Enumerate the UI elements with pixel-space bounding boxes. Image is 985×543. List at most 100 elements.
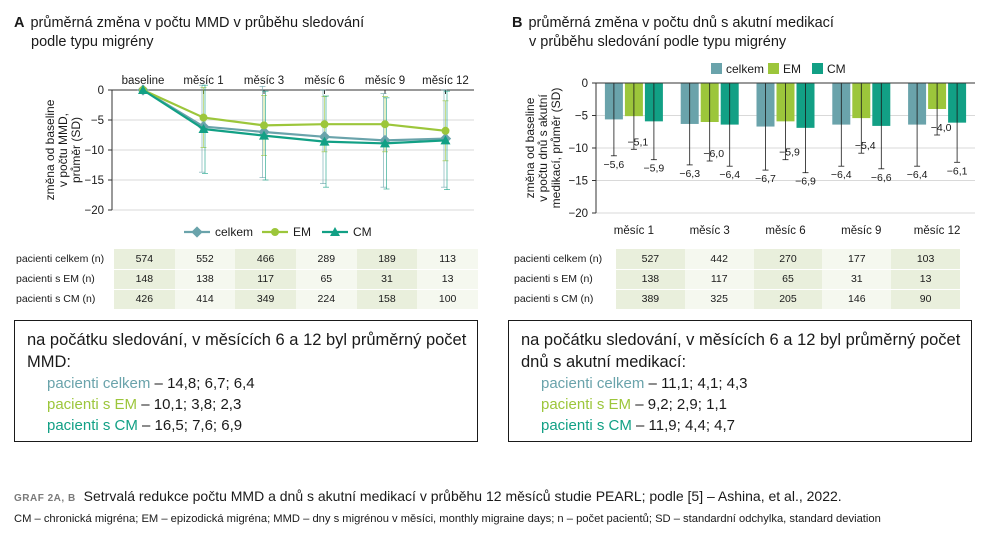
- table-row: pacienti s EM (n) 148 138 117 65 31 13: [14, 269, 478, 290]
- panel-a-title-line2: podle typu migrény: [31, 34, 154, 50]
- row-label: pacienti s EM (n): [512, 269, 616, 290]
- table-cell: 389: [616, 289, 685, 310]
- data-label-celkem: −6,4: [907, 169, 928, 181]
- note-a-line-em: pacienti s EM – 10,1; 3,8; 2,3: [47, 396, 242, 413]
- point-em: [199, 113, 208, 122]
- note-a-line-celkem: pacienti celkem – 14,8; 6,7; 6,4: [47, 375, 255, 392]
- table-cell: 65: [753, 269, 823, 290]
- point-cm: [138, 85, 148, 94]
- point-em: [381, 120, 389, 129]
- point-em: [441, 126, 450, 135]
- table-cell: 224: [295, 289, 357, 310]
- table-cell: 574: [114, 249, 175, 270]
- legend-swatch-cm: [812, 63, 823, 74]
- legend-label-cm: CM: [827, 62, 846, 76]
- panel-a-letter: A: [14, 15, 25, 31]
- table-cell: 158: [356, 289, 418, 310]
- note-b-line-cm: pacienti s CM – 11,9; 4,4; 4,7: [541, 417, 736, 434]
- data-label-celkem: −6,4: [831, 169, 852, 181]
- y-tick-label: 0: [98, 85, 104, 97]
- table-cell: 289: [295, 249, 357, 270]
- point-cm: [440, 135, 451, 145]
- data-label-em: −6,0: [703, 148, 724, 160]
- row-label: pacienti s EM (n): [14, 269, 114, 290]
- table-cell: 442: [684, 249, 754, 270]
- legend-swatch-celkem: [711, 63, 722, 74]
- panel-b-title-line1: průměrná změna v počtu dnů s akutní medi…: [528, 15, 834, 31]
- y-tick-label: −20: [84, 205, 104, 217]
- point-cm: [198, 124, 209, 133]
- legend-label-celkem: celkem: [726, 62, 764, 76]
- table-b-patients: pacienti celkem (n) 527 442 270 177 103 pacien…: [512, 249, 960, 310]
- figure-caption: GRAF 2A, B Setrvalá redukce počtu MMD a d…: [14, 488, 842, 504]
- panel-a-title-line1: průměrná změna v počtu MMD v průběhu sle…: [30, 15, 365, 31]
- table-row: pacienti s EM (n) 138 117 65 31 13: [512, 269, 960, 290]
- table-cell: 527: [616, 249, 685, 270]
- y-axis-label-line: změna od baseline: [43, 99, 57, 200]
- table-cell: 414: [174, 289, 236, 310]
- data-label-em: −4,0: [931, 122, 952, 134]
- data-label-celkem: −5,6: [604, 159, 625, 171]
- data-label-celkem: −6,7: [755, 173, 776, 185]
- legend-swatch-em: [768, 63, 779, 74]
- point-em: [320, 120, 329, 129]
- legend-marker-celkem: [191, 226, 203, 238]
- panel-b-title-line2: v průběhu sledování podle typu migrény: [529, 34, 787, 50]
- panel-b-letter: B: [512, 15, 523, 31]
- x-tick-label: baseline: [122, 75, 165, 87]
- y-tick-label: −15: [84, 175, 104, 187]
- figure-tag: GRAF 2A, B: [14, 493, 76, 504]
- table-cell: 177: [822, 249, 892, 270]
- note-a-heading: na počátku sledování, v měsících 6 a 12 …: [27, 331, 467, 371]
- y-axis-label: změna od baselinev počtu dnů s akutnímed…: [523, 88, 563, 209]
- y-tick-label: −10: [84, 145, 104, 157]
- table-cell: 138: [174, 269, 236, 290]
- x-tick-label: měsíc 9: [365, 75, 405, 87]
- point-em: [260, 121, 268, 130]
- y-tick-label: −10: [568, 143, 588, 155]
- table-cell: 325: [684, 289, 754, 310]
- y-axis-label-line: medikací, průměr (SD): [549, 88, 563, 209]
- note-a: na počátku sledování, v měsících 6 a 12 …: [14, 320, 478, 442]
- table-cell: 138: [616, 269, 685, 290]
- y-axis-label-line: v počtu dnů s akutní: [536, 94, 550, 202]
- data-label-em: −5,1: [628, 136, 649, 148]
- x-tick-label: měsíc 3: [690, 225, 730, 237]
- table-a-patients: pacienti celkem (n) 574 552 466 289 189 113 pac…: [14, 249, 478, 310]
- series-line-cm: [142, 89, 446, 145]
- table-row: pacienti s CM (n) 426 414 349 224 158 100: [14, 289, 478, 310]
- x-tick-label: měsíc 9: [841, 225, 881, 237]
- x-tick-label: měsíc 12: [422, 75, 469, 87]
- table-row: pacienti s CM (n) 389 325 205 146 90: [512, 289, 960, 310]
- data-label-cm: −6,4: [719, 169, 740, 181]
- y-axis-label-line: v počtu MMD,: [56, 113, 70, 187]
- table-cell: 31: [356, 269, 418, 290]
- table-cell: 13: [891, 269, 960, 290]
- y-axis-label-line: průměr (SD): [69, 117, 83, 183]
- y-tick-label: −15: [568, 176, 588, 188]
- table-cell: 466: [235, 249, 296, 270]
- table-row: pacienti celkem (n) 574 552 466 289 189 113: [14, 249, 478, 270]
- point-cm: [380, 138, 390, 148]
- note-b-line-celkem: pacienti celkem – 11,1; 4,1; 4,3: [541, 375, 748, 392]
- note-b-heading: na počátku sledování, v měsících 6 a 12 …: [521, 331, 961, 371]
- table-cell: 189: [356, 249, 418, 270]
- table-row: pacienti celkem (n) 527 442 270 177 103: [512, 249, 960, 270]
- y-tick-label: −20: [568, 208, 588, 220]
- point-cm: [259, 130, 269, 140]
- legend-label-cm: CM: [353, 225, 372, 239]
- row-label: pacienti celkem (n): [14, 249, 114, 270]
- y-axis-label-line: změna od baseline: [523, 97, 537, 198]
- table-cell: 65: [295, 269, 357, 290]
- data-label-cm: −6,6: [871, 172, 892, 184]
- table-cell: 113: [417, 249, 478, 270]
- data-label-cm: −6,9: [795, 176, 816, 188]
- data-label-celkem: −6,3: [679, 168, 700, 180]
- y-tick-label: −5: [575, 111, 588, 123]
- series-line-celkem: [142, 89, 446, 142]
- y-tick-label: 0: [582, 78, 588, 90]
- table-cell: 117: [684, 269, 754, 290]
- table-cell: 31: [822, 269, 892, 290]
